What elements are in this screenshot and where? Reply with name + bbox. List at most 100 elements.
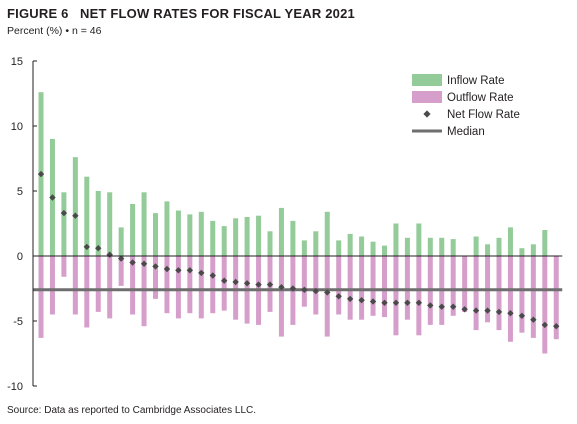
- net-flow-point: [358, 297, 365, 304]
- net-flow-point: [232, 278, 239, 286]
- inflow-bar: [507, 227, 513, 256]
- net-flow-point: [83, 243, 90, 251]
- inflow-bar: [439, 237, 445, 256]
- net-flow-point: [518, 312, 526, 319]
- inflow-bar: [244, 217, 250, 256]
- inflow-bar: [370, 241, 376, 256]
- net-flow-point: [60, 209, 68, 217]
- inflow-bar: [187, 214, 193, 256]
- inflow-bar: [450, 239, 456, 256]
- outflow-bar: [370, 256, 376, 316]
- net-flow-point: [255, 281, 262, 288]
- net-flow-point: [507, 310, 514, 317]
- inflow-bar: [382, 245, 387, 256]
- net-flow-point: [450, 303, 457, 310]
- outflow-bar: [233, 256, 239, 320]
- legend-label: Inflow Rate: [447, 75, 505, 87]
- net-flow-point: [266, 281, 274, 288]
- inflow-bar: [542, 230, 548, 256]
- inflow-bar: [233, 218, 239, 256]
- legend: Inflow Rate Outflow Rate Net Flow Rate Medi…: [412, 74, 520, 138]
- inflow-bar: [72, 157, 78, 256]
- source-note: Source: Data as reported to Cambridge As…: [7, 405, 257, 416]
- inflow-bar: [393, 223, 399, 256]
- inflow-bar: [153, 213, 158, 256]
- net-flow-point: [37, 170, 45, 178]
- inflow-bar: [347, 233, 353, 256]
- net-flow-point: [472, 307, 480, 314]
- net-flow-point: [541, 321, 548, 329]
- net-flow-point: [381, 299, 388, 306]
- net-flow-point: [312, 287, 319, 295]
- outflow-bar: [301, 256, 307, 307]
- net-flow-point: [221, 277, 228, 284]
- outflow-bar: [313, 256, 319, 315]
- net-flow-point: [175, 267, 182, 274]
- outflow-bar: [198, 256, 204, 319]
- net-flow-point: [163, 265, 171, 273]
- inflow-bar: [118, 227, 124, 256]
- inflow-bar: [175, 210, 181, 256]
- legend-label: Median: [447, 126, 485, 138]
- net-flow-point: [427, 302, 434, 309]
- outflow-bar: [95, 256, 101, 312]
- net-flow-point: [346, 295, 354, 303]
- inflow-bar: [485, 244, 491, 256]
- net-flow-point: [484, 307, 491, 314]
- figure-title: FIGURE 6 NET FLOW RATES FOR FISCAL YEAR …: [7, 6, 355, 21]
- inflow-bar: [496, 237, 502, 256]
- inflow-bar: [130, 204, 136, 256]
- net-flow-point: [461, 306, 468, 313]
- inflow-bar: [221, 226, 227, 256]
- net-flow-point: [301, 286, 308, 293]
- net-flow-point: [392, 299, 400, 306]
- legend-label: Outflow Rate: [447, 92, 513, 104]
- net-flow-point: [278, 284, 285, 291]
- outflow-bar: [175, 256, 181, 319]
- net-flow-points: [37, 170, 560, 330]
- inflow-bar: [256, 215, 262, 256]
- outflow-bar: [107, 256, 113, 319]
- inflow-bar: [95, 191, 101, 256]
- outflow-bar: [210, 256, 216, 314]
- legend-outflow-swatch: [412, 91, 442, 103]
- outflow-bar: [553, 256, 559, 340]
- net-flow-point: [495, 308, 503, 316]
- outflow-bar: [324, 256, 330, 337]
- outflow-bar: [416, 256, 422, 336]
- y-tick-label: 10: [11, 121, 23, 133]
- legend-net-marker: [423, 110, 431, 118]
- inflow-bar: [313, 231, 319, 256]
- inflow-bar: [519, 248, 525, 256]
- net-flow-point: [324, 289, 331, 296]
- net-flow-point: [335, 293, 342, 300]
- inflow-bar: [198, 211, 204, 256]
- inflow-bar: [473, 236, 479, 256]
- outflow-bar: [382, 256, 387, 318]
- outflow-bar: [153, 256, 158, 299]
- net-flow-point: [415, 299, 423, 306]
- net-flow-point: [553, 323, 560, 330]
- inflow-bar: [164, 201, 170, 256]
- inflow-bar: [141, 192, 147, 256]
- net-flow-point: [369, 298, 377, 305]
- net-flow-point: [49, 194, 56, 201]
- outflow-bar: [507, 256, 513, 342]
- legend-label: Net Flow Rate: [447, 109, 520, 121]
- net-flow-point: [198, 269, 205, 277]
- inflow-bar: [301, 240, 307, 256]
- y-tick-label: 15: [11, 56, 23, 68]
- outflow-bar: [530, 256, 536, 338]
- inflow-bar: [336, 240, 342, 256]
- outflow-bar: [462, 256, 468, 312]
- inflow-bar: [324, 211, 330, 256]
- outflow-bar: [359, 256, 365, 320]
- outflow-bar: [542, 256, 548, 354]
- net-flow-point: [117, 255, 125, 262]
- inflow-bar: [427, 237, 433, 256]
- outflow-bar: [61, 256, 67, 277]
- net-flow-point: [530, 316, 537, 323]
- outflow-bars: [38, 256, 559, 354]
- net-flow-point: [243, 280, 251, 287]
